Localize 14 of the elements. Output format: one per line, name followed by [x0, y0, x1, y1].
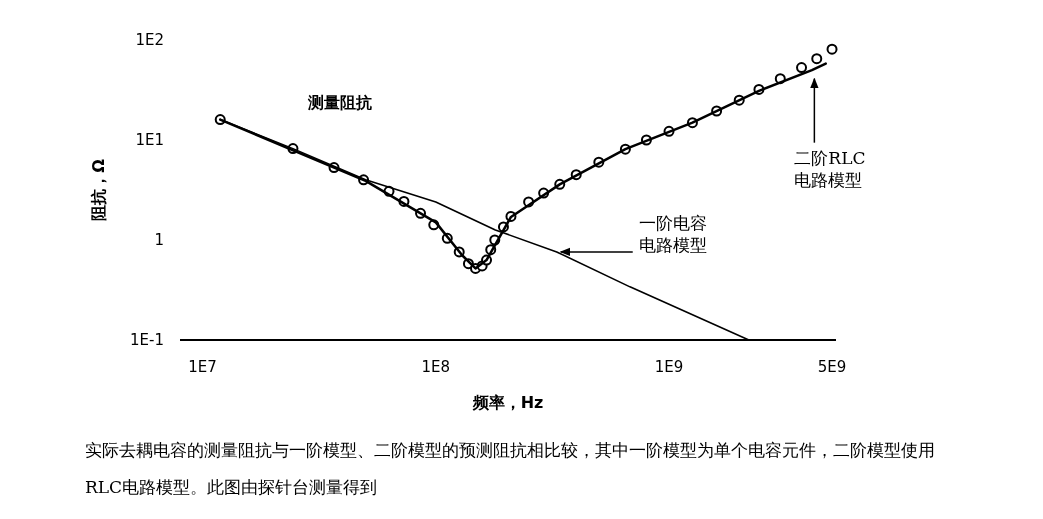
text: 实际去耦电容的测量阻抗与一阶模型、二阶模型的预测阻抗相比较，其中一阶模型为单个电容元件，二阶模型使用RLC电路模型。此图由探针台测量得到: [85, 439, 936, 499]
y-tick-label: 1: [154, 231, 164, 249]
y-axis-title: 阻抗，Ω: [89, 158, 108, 221]
annotation: 二阶RLC电路模型: [794, 146, 867, 191]
x-tick-label: 1E9: [654, 358, 684, 376]
y-tick-label: 1E-1: [130, 331, 164, 349]
x-axis-title: 频率，Hz: [471, 393, 544, 412]
y-tick-label: 1E2: [135, 31, 164, 49]
annotation: 测量阻抗: [307, 93, 372, 112]
x-tick-label: 1E8: [421, 358, 451, 376]
y-tick-label: 1E1: [135, 131, 164, 149]
x-tick-label: 5E9: [817, 358, 847, 376]
x-tick-label: 1E7: [188, 358, 217, 376]
annotation: 一阶电容电路模型: [638, 211, 708, 256]
